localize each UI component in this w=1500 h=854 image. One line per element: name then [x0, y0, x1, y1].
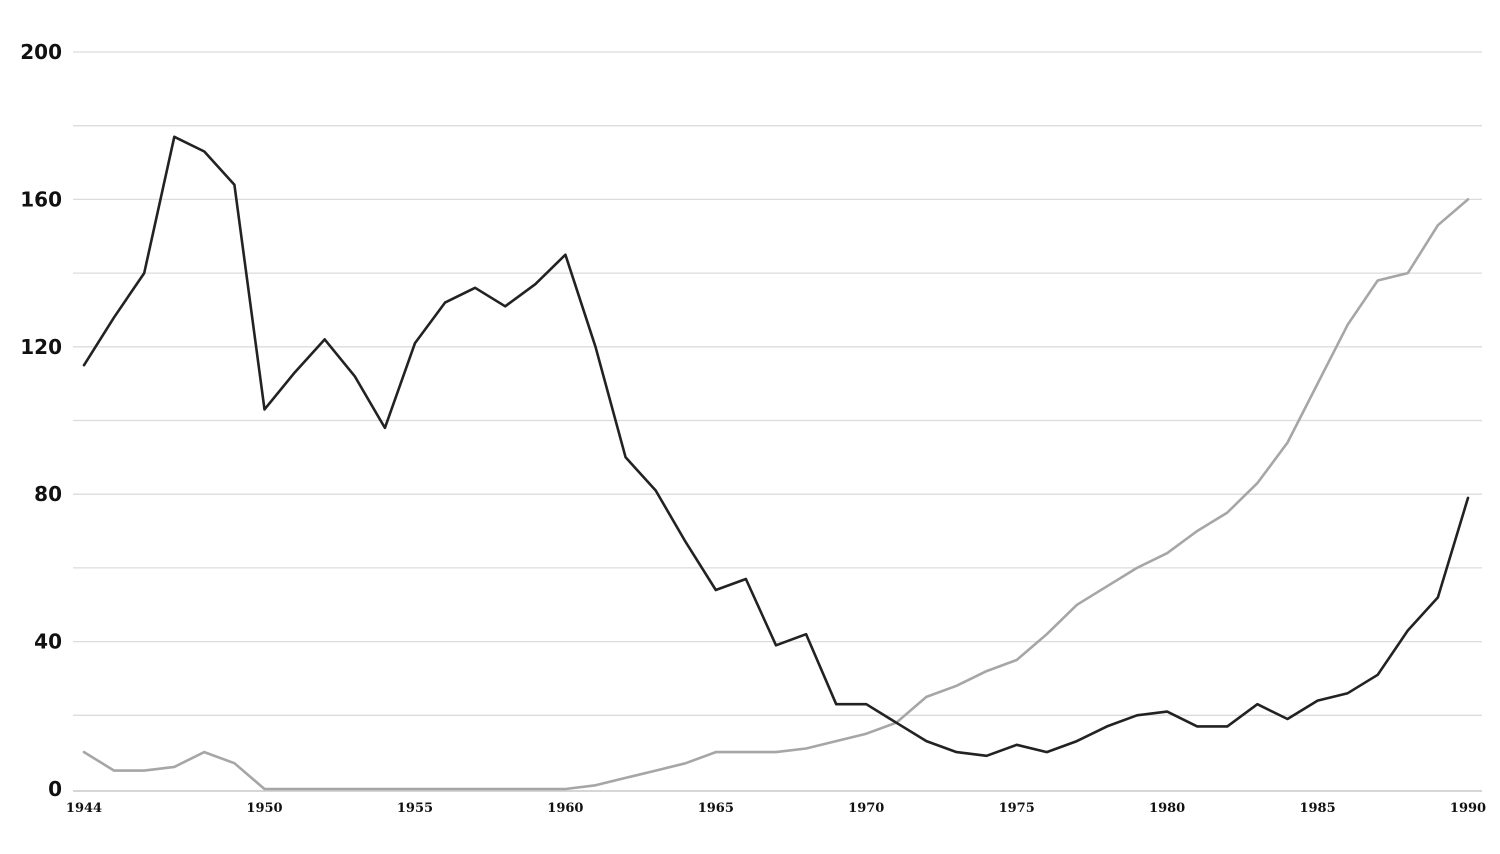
x-tick-label: 1990	[1450, 801, 1486, 816]
x-tick-label: 1985	[1299, 801, 1335, 816]
x-tick-label: 1965	[698, 801, 734, 816]
x-tick-label: 1975	[999, 801, 1035, 816]
x-tick-label: 1960	[547, 801, 583, 816]
series-lines	[82, 135, 1470, 791]
x-tick-label: 1955	[397, 801, 433, 816]
series-line-2	[82, 198, 1470, 791]
y-tick-label: 120	[20, 335, 62, 359]
x-tick-label: 1980	[1149, 801, 1185, 816]
gridlines	[73, 51, 1482, 716]
y-tick-label: 40	[34, 630, 62, 654]
x-tick-label: 1970	[848, 801, 884, 816]
y-tick-label: 200	[20, 40, 62, 64]
y-tick-label: 160	[20, 187, 62, 211]
y-tick-label: 80	[34, 482, 62, 506]
series-line-1	[82, 135, 1470, 758]
x-axis-ticks: 1944 1950 1955 1960 1965 1970 1975 1980 1985 1990	[66, 801, 1486, 816]
x-tick-label: 1944	[66, 801, 102, 816]
x-tick-label: 1950	[246, 801, 282, 816]
y-axis-ticks: 0 40 80 120 160 200	[20, 40, 62, 801]
y-tick-label: 0	[48, 777, 62, 801]
